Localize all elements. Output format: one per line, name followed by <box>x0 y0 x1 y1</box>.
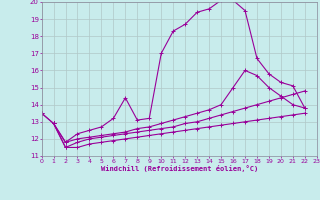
X-axis label: Windchill (Refroidissement éolien,°C): Windchill (Refroidissement éolien,°C) <box>100 165 258 172</box>
